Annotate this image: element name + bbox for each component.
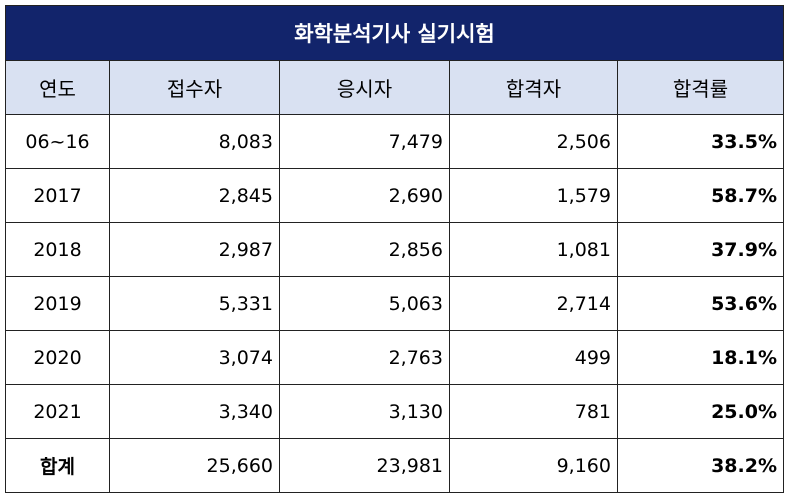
cell-pass-rate: 37.9% [617, 222, 784, 277]
header-applicants: 접수자 [109, 60, 280, 115]
cell-applicants: 3,340 [109, 384, 280, 439]
cell-passers: 499 [449, 330, 618, 385]
cell-year: 06~16 [5, 114, 110, 169]
cell-passers: 2,714 [449, 276, 618, 331]
total-row: 합계 25,660 23,981 9,160 38.2% [5, 438, 784, 493]
table-row: 2020 3,074 2,763 499 18.1% [5, 330, 784, 385]
cell-examinees: 2,856 [279, 222, 450, 277]
cell-pass-rate: 58.7% [617, 168, 784, 223]
cell-examinees: 5,063 [279, 276, 450, 331]
header-passers: 합격자 [449, 60, 618, 115]
cell-pass-rate: 33.5% [617, 114, 784, 169]
cell-pass-rate: 53.6% [617, 276, 784, 331]
cell-applicants: 8,083 [109, 114, 280, 169]
table-title: 화학분석기사 실기시험 [5, 5, 784, 61]
table-row: 2017 2,845 2,690 1,579 58.7% [5, 168, 784, 223]
total-passers: 9,160 [449, 438, 618, 493]
total-label: 합계 [5, 438, 110, 493]
cell-passers: 781 [449, 384, 618, 439]
table-row: 2018 2,987 2,856 1,081 37.9% [5, 222, 784, 277]
table-row: 2021 3,340 3,130 781 25.0% [5, 384, 784, 439]
header-examinees: 응시자 [279, 60, 450, 115]
cell-examinees: 2,690 [279, 168, 450, 223]
cell-year: 2021 [5, 384, 110, 439]
total-pass-rate: 38.2% [617, 438, 784, 493]
cell-applicants: 3,074 [109, 330, 280, 385]
table-row: 2019 5,331 5,063 2,714 53.6% [5, 276, 784, 331]
total-examinees: 23,981 [279, 438, 450, 493]
cell-applicants: 5,331 [109, 276, 280, 331]
cell-year: 2020 [5, 330, 110, 385]
header-pass-rate: 합격률 [617, 60, 784, 115]
cell-examinees: 2,763 [279, 330, 450, 385]
cell-year: 2019 [5, 276, 110, 331]
cell-applicants: 2,845 [109, 168, 280, 223]
cell-passers: 1,081 [449, 222, 618, 277]
cell-passers: 2,506 [449, 114, 618, 169]
cell-examinees: 7,479 [279, 114, 450, 169]
header-year: 연도 [5, 60, 110, 115]
cell-pass-rate: 18.1% [617, 330, 784, 385]
cell-year: 2018 [5, 222, 110, 277]
title-row: 화학분석기사 실기시험 [5, 5, 784, 61]
header-row: 연도 접수자 응시자 합격자 합격률 [5, 60, 784, 115]
cell-applicants: 2,987 [109, 222, 280, 277]
cell-year: 2017 [5, 168, 110, 223]
total-applicants: 25,660 [109, 438, 280, 493]
exam-stats-table: 화학분석기사 실기시험 연도 접수자 응시자 합격자 합격률 06~16 8,0… [5, 5, 784, 493]
cell-pass-rate: 25.0% [617, 384, 784, 439]
table-row: 06~16 8,083 7,479 2,506 33.5% [5, 114, 784, 169]
cell-examinees: 3,130 [279, 384, 450, 439]
cell-passers: 1,579 [449, 168, 618, 223]
